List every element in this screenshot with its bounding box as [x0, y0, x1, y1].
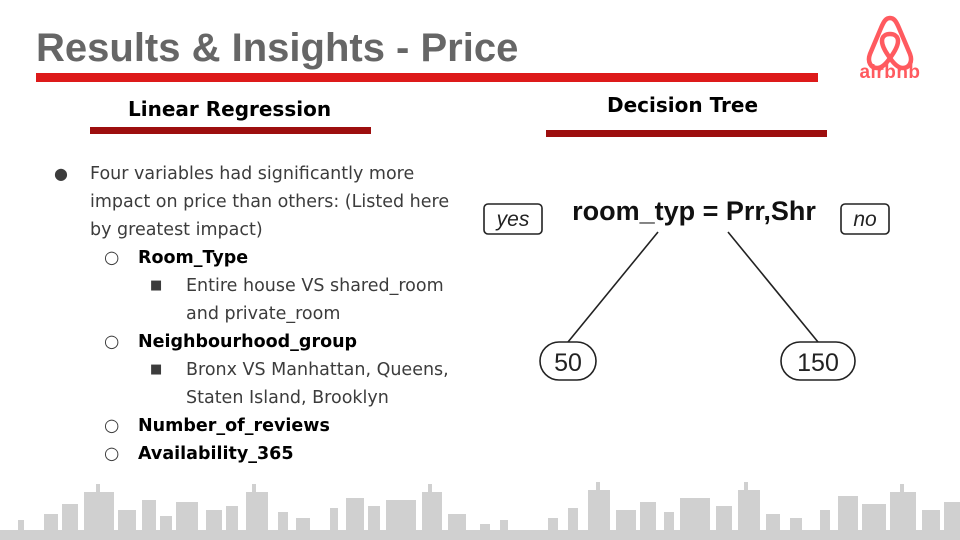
- right-leaf-node: [780, 341, 856, 381]
- list-item: ■ Entire house VS shared_room: [40, 272, 470, 300]
- list-item: ○ Room_Type: [40, 244, 470, 272]
- yes-label: yes: [495, 208, 530, 231]
- findings-list: ● Four variables had significantly more …: [40, 160, 470, 468]
- list-item: ○ Number_of_reviews: [40, 412, 470, 440]
- variable-room-type: Room_Type: [138, 248, 249, 268]
- list-item-continued: impact on price than others: (Listed her…: [90, 192, 450, 212]
- decision-tree-underline: [546, 130, 827, 137]
- split-rule: room_typ = Prr,Shr: [572, 196, 816, 226]
- list-item: ○ Neighbourhood_group: [40, 328, 470, 356]
- linear-regression-heading: Linear Regression: [128, 97, 332, 121]
- variable-availability-365: Availability_365: [138, 444, 294, 464]
- variable-neighbourhood-group: Neighbourhood_group: [138, 332, 358, 352]
- right-branch: [727, 231, 819, 343]
- left-leaf-node: [539, 341, 597, 381]
- bullet-circle-icon: ○: [104, 444, 120, 464]
- list-item-continued: by greatest impact): [90, 220, 263, 240]
- list-item: ● Four variables had significantly more: [40, 160, 470, 188]
- decision-tree-diagram: yes room_typ = Prr,Shr no 50 150: [483, 196, 890, 381]
- linear-regression-underline: [90, 127, 371, 134]
- slide-title: Results & Insights - Price: [36, 26, 519, 70]
- list-item-continued: Staten Island, Brooklyn: [186, 388, 389, 408]
- yes-label-box: [483, 203, 543, 235]
- left-branch: [567, 231, 659, 343]
- bullet-circle-icon: ○: [104, 416, 120, 436]
- variable-number-of-reviews: Number_of_reviews: [138, 416, 330, 436]
- no-label-box: [840, 203, 890, 235]
- intro-text: Four variables had significantly more: [90, 164, 415, 184]
- left-leaf-value: 50: [554, 349, 582, 377]
- bullet-disc-icon: ●: [54, 164, 68, 183]
- decision-tree-heading: Decision Tree: [607, 93, 759, 117]
- right-leaf-value: 150: [797, 349, 839, 377]
- bullet-circle-icon: ○: [104, 332, 120, 352]
- no-label: no: [853, 208, 877, 231]
- bullet-square-icon: ■: [150, 362, 163, 377]
- list-item: ○ Availability_365: [40, 440, 470, 468]
- airbnb-logo-icon: [866, 15, 914, 71]
- list-item: ■ Bronx VS Manhattan, Queens,: [40, 356, 470, 384]
- detail-text: Bronx VS Manhattan, Queens,: [186, 360, 449, 380]
- detail-text: Entire house VS shared_room: [186, 276, 444, 296]
- title-underline: [36, 73, 818, 82]
- airbnb-logo-wordmark: airbnb: [859, 62, 921, 83]
- city-skyline-decoration: [0, 482, 960, 540]
- bullet-circle-icon: ○: [104, 248, 120, 268]
- list-item-continued: and private_room: [186, 304, 341, 324]
- bullet-square-icon: ■: [150, 278, 163, 293]
